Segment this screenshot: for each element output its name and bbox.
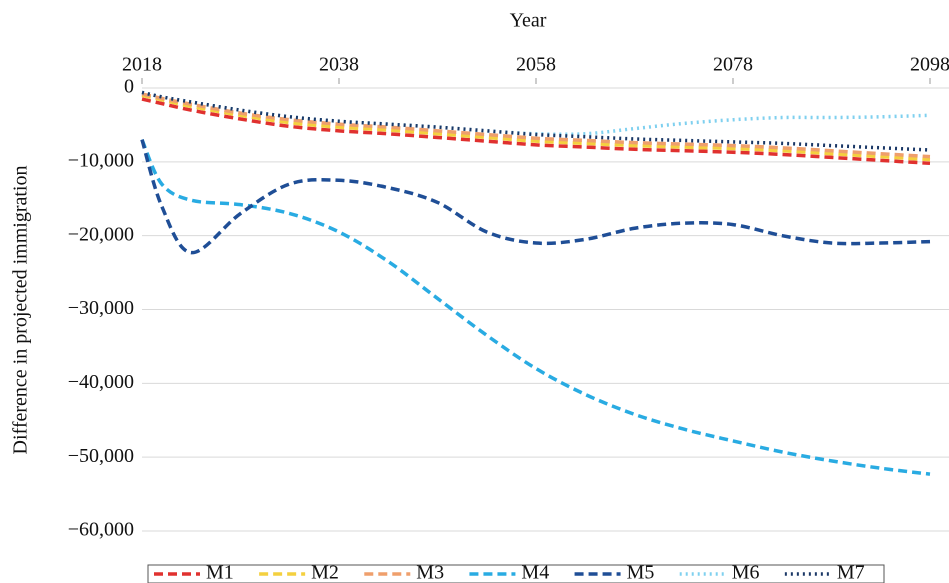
legend-label: M4: [521, 562, 549, 583]
series-line: [140, 139, 931, 255]
y-tick-label: −40,000: [68, 371, 134, 393]
series-line: [140, 138, 931, 476]
x-tick-label: 2018: [122, 54, 162, 76]
y-tick-label: −30,000: [68, 297, 134, 319]
legend-label: M6: [732, 562, 760, 583]
x-axis-title: Year: [510, 10, 547, 32]
series-line: [141, 90, 931, 152]
x-tick-label: 2038: [319, 54, 359, 76]
y-tick-label: −60,000: [68, 519, 134, 541]
y-tick-label: −50,000: [68, 445, 134, 467]
x-tick-label: 2058: [516, 54, 556, 76]
y-tick-label: −20,000: [68, 223, 134, 245]
y-axis-title: Difference in projected immigration: [10, 166, 32, 455]
series-line: [141, 93, 931, 162]
y-tick-label: 0: [124, 76, 134, 98]
y-tick-label: −10,000: [68, 149, 134, 171]
x-tick-label: 2098: [910, 54, 949, 76]
x-tick-label: 2078: [713, 54, 753, 76]
legend-label: M2: [311, 562, 339, 583]
legend-label: M5: [627, 562, 655, 583]
legend-label: M3: [416, 562, 444, 583]
legend-label: M1: [206, 562, 234, 583]
series-line: [141, 92, 931, 159]
legend-box: [147, 564, 885, 583]
series-line: [141, 97, 931, 166]
legend-label: M7: [837, 562, 865, 583]
